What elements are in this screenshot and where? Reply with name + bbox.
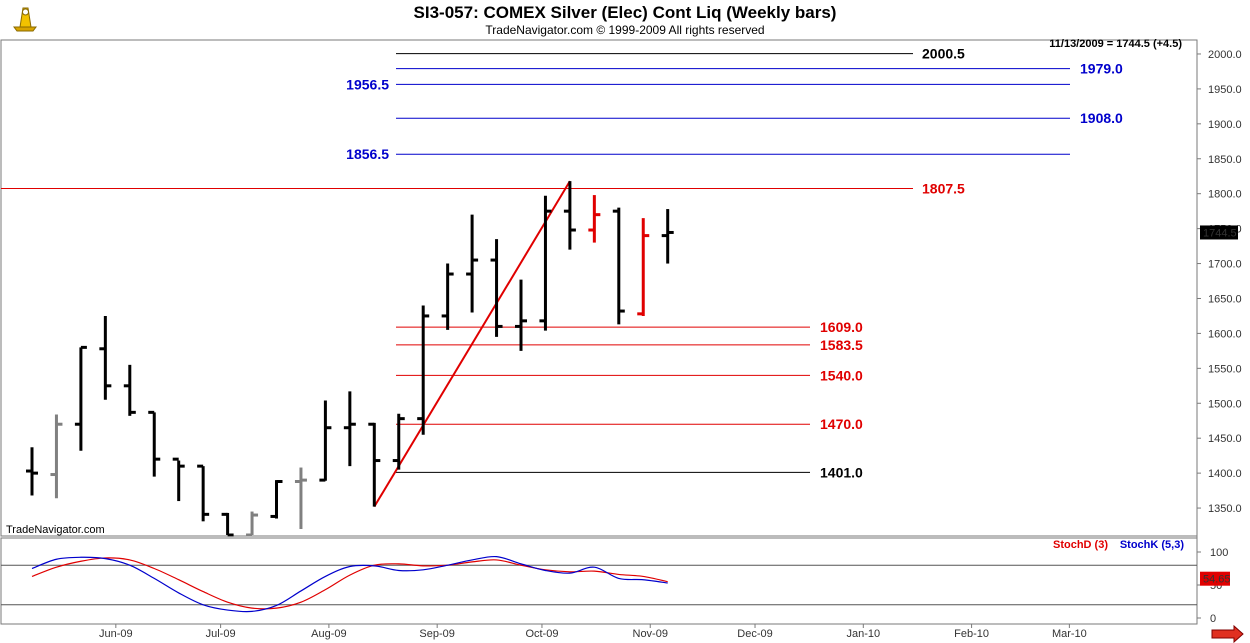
level-label: 1401.0 — [820, 464, 863, 480]
ohlc-bar — [148, 410, 161, 477]
last-price-badge: 1744.5 — [1200, 225, 1238, 240]
last-stoch-value: 54.65 — [1203, 574, 1231, 586]
ohlc-bar — [26, 447, 38, 496]
price-bars — [26, 181, 674, 537]
ohlc-bar — [392, 413, 405, 470]
time-tick-label: Jun-09 — [99, 628, 133, 640]
ohlc-bar — [417, 305, 430, 435]
ohlc-bar — [319, 400, 332, 482]
ohlc-bar — [270, 480, 283, 519]
last-stoch-badge: 54.65 — [1200, 571, 1231, 586]
last-price-value: 1744.5 — [1203, 227, 1237, 239]
scroll-right-button[interactable] — [1211, 624, 1244, 643]
ohlc-bar — [563, 181, 576, 250]
stoch-series-line — [31, 555, 668, 613]
stoch-d-legend: StochD (3) — [1053, 539, 1108, 551]
price-tick-label: 1400.0 — [1208, 468, 1242, 480]
ohlc-bar — [515, 279, 527, 351]
time-tick-label: Oct-09 — [525, 628, 558, 640]
level-label: 1979.0 — [1080, 61, 1123, 77]
price-tick-label: 1800.0 — [1208, 189, 1242, 201]
ohlc-bar — [99, 315, 112, 400]
time-tick-label: Feb-10 — [954, 628, 989, 640]
price-tick-label: 2000.0 — [1208, 49, 1242, 61]
ohlc-bar — [490, 239, 503, 337]
stoch-panel-frame — [0, 537, 1198, 625]
ohlc-bar — [123, 364, 136, 416]
price-tick-label: 1700.0 — [1208, 259, 1242, 271]
trade-navigator-logo — [13, 7, 37, 32]
price-tick-label: 1900.0 — [1208, 119, 1242, 131]
price-tick-label: 1650.0 — [1208, 293, 1242, 305]
time-tick-label: Mar-10 — [1052, 628, 1087, 640]
price-tick-label: 1450.0 — [1208, 433, 1242, 445]
price-tick-label: 1950.0 — [1208, 84, 1242, 96]
arrow-right-icon[interactable] — [1211, 624, 1244, 643]
ohlc-bar — [637, 218, 650, 316]
ohlc-bar — [588, 195, 601, 243]
ohlc-bar — [197, 464, 210, 522]
price-tick-label: 1600.0 — [1208, 328, 1242, 340]
trendline-segment — [373, 180, 571, 508]
level-label: 1609.0 — [820, 319, 863, 335]
ohlc-bar — [661, 209, 674, 264]
fib-levels: 2000.5 1979.0 1956.5 1908.0 1856.5 1807.5 1609… — [1, 46, 1123, 480]
time-tick-label: Nov-09 — [633, 628, 668, 640]
price-tick-label: 1500.0 — [1208, 398, 1242, 410]
level-label: 1583.5 — [820, 337, 863, 353]
ohlc-bar — [343, 391, 356, 467]
time-tick-label: Jul-09 — [206, 628, 236, 640]
ohlc-bar — [246, 511, 259, 537]
last-price-info: 11/13/2009 = 1744.5 (+4.5) — [1049, 38, 1182, 50]
stoch-k-legend: StochK (5,3) — [1120, 539, 1185, 551]
ohlc-bar — [612, 207, 625, 325]
level-label: 2000.5 — [922, 46, 965, 62]
level-label: 1856.5 — [346, 146, 389, 162]
ohlc-bar — [221, 512, 234, 537]
price-tick-label: 1550.0 — [1208, 363, 1242, 375]
ohlc-bar — [172, 457, 185, 502]
price-axis: 1350.0 1400.0 1450.0 1500.0 1550.0 1600.0 1650… — [1197, 49, 1242, 515]
time-tick-label: Dec-09 — [737, 628, 772, 640]
ohlc-bar — [50, 414, 63, 499]
time-tick-label: Aug-09 — [311, 628, 346, 640]
ohlc-bar — [441, 263, 454, 330]
price-tick-label: 1350.0 — [1208, 503, 1242, 515]
level-label: 1540.0 — [820, 367, 863, 383]
ohlc-bar — [539, 195, 552, 331]
time-tick-label: Jan-10 — [846, 628, 880, 640]
price-panel-frame — [0, 39, 1198, 537]
ohlc-bar — [466, 214, 479, 313]
time-axis: Jun-09 Jul-09 Aug-09 Sep-09 Oct-09 Nov-09 Dec-… — [99, 624, 1087, 640]
ohlc-bar — [74, 345, 87, 451]
level-label: 1956.5 — [346, 76, 389, 92]
stoch-tick-label: 100 — [1210, 547, 1228, 559]
ohlc-bar — [368, 422, 381, 507]
watermark: TradeNavigator.com — [6, 524, 105, 536]
trendline — [373, 180, 571, 508]
ohlc-bar — [294, 467, 307, 530]
level-label: 1470.0 — [820, 416, 863, 432]
level-label: 1908.0 — [1080, 110, 1123, 126]
level-label: 1807.5 — [922, 180, 965, 196]
time-tick-label: Sep-09 — [419, 628, 454, 640]
chart-title: SI3-057: COMEX Silver (Elec) Cont Liq (W… — [414, 3, 837, 22]
price-tick-label: 1850.0 — [1208, 154, 1242, 166]
stoch-tick-label: 0 — [1210, 613, 1216, 625]
stoch-series-line — [31, 557, 668, 610]
chart-subtitle: TradeNavigator.com © 1999-2009 All right… — [485, 23, 764, 37]
